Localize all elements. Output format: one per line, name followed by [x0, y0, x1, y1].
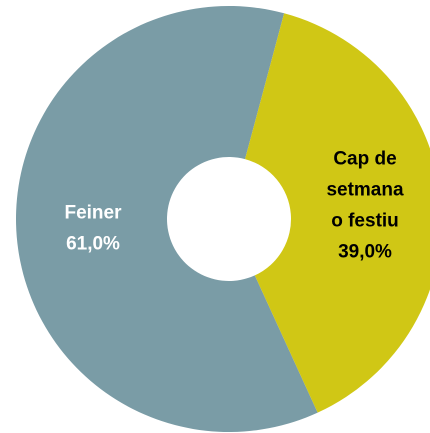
label-line: Feiner	[64, 203, 122, 224]
donut-slice	[245, 13, 430, 413]
label-line: setmana	[326, 180, 404, 201]
label-line: Cap de	[333, 149, 396, 170]
slice-value-label: 61,0%	[66, 234, 120, 255]
slice-category-label: Feiner	[64, 203, 122, 224]
label-line: o festiu	[331, 211, 399, 232]
donut-slice	[16, 5, 318, 432]
slice-value-label: 39,0%	[338, 242, 392, 263]
slice-category-label: Cap de setmana o festiu	[326, 149, 404, 232]
